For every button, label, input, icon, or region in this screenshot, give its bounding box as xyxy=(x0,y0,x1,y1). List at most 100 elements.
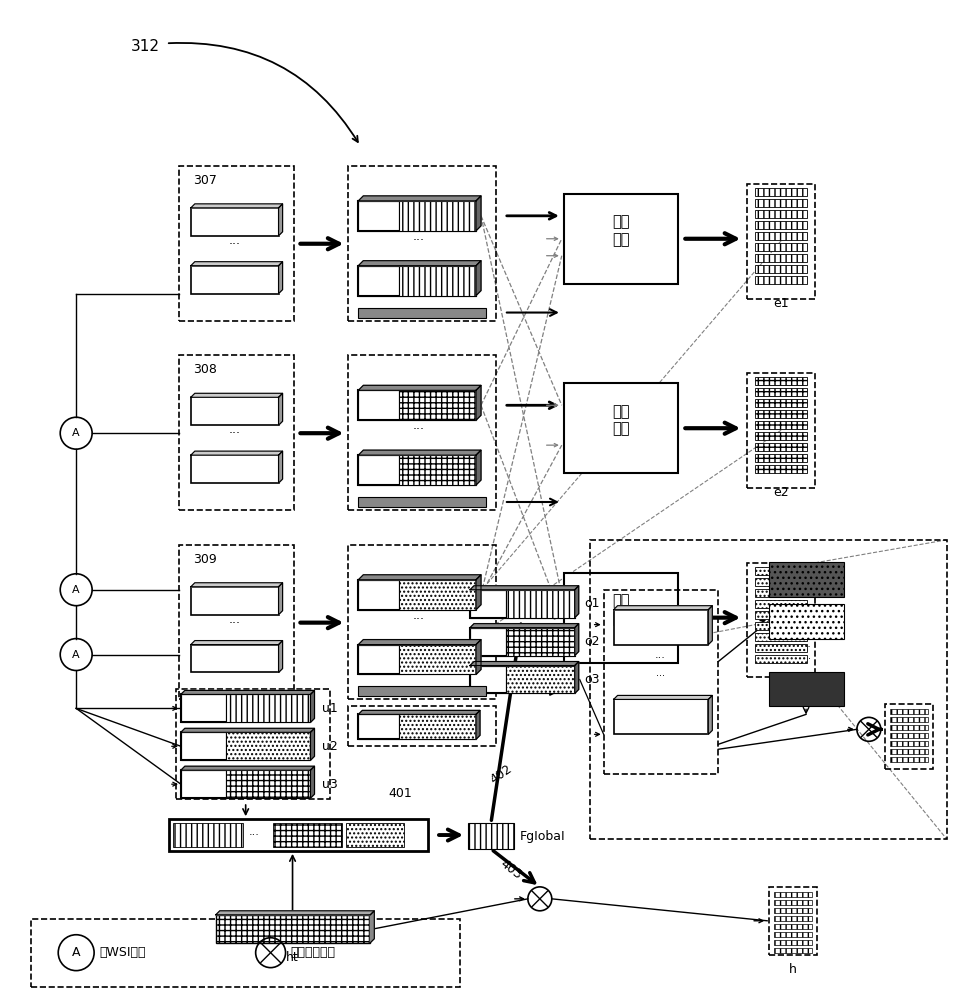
Bar xyxy=(470,628,506,656)
Polygon shape xyxy=(191,451,283,455)
Polygon shape xyxy=(310,690,314,722)
Bar xyxy=(358,714,476,739)
Text: e1: e1 xyxy=(773,297,789,310)
Bar xyxy=(191,266,279,294)
Bar xyxy=(885,704,933,769)
Polygon shape xyxy=(310,728,314,760)
Bar xyxy=(755,388,807,396)
Bar xyxy=(755,443,807,451)
Text: o1: o1 xyxy=(584,597,601,610)
Bar xyxy=(470,590,506,618)
Bar xyxy=(470,666,506,693)
Polygon shape xyxy=(310,766,314,798)
Bar xyxy=(747,373,815,488)
Bar xyxy=(890,725,927,730)
Bar xyxy=(358,645,476,674)
Text: ···: ··· xyxy=(801,643,811,653)
Bar xyxy=(358,455,399,485)
Bar xyxy=(181,694,226,722)
Polygon shape xyxy=(371,911,375,943)
Bar xyxy=(349,166,496,321)
Bar xyxy=(774,908,812,913)
Polygon shape xyxy=(470,624,579,628)
Text: ···: ··· xyxy=(412,423,424,436)
Polygon shape xyxy=(191,583,283,587)
Bar xyxy=(747,184,815,299)
Text: ：WSI聚合: ：WSI聚合 xyxy=(99,946,146,959)
Polygon shape xyxy=(216,911,375,915)
Bar xyxy=(226,732,310,760)
Bar xyxy=(755,232,807,240)
Bar xyxy=(191,645,279,672)
Bar xyxy=(181,694,310,722)
Bar xyxy=(349,545,496,699)
Text: 402: 402 xyxy=(488,762,514,786)
Text: ···: ··· xyxy=(412,234,424,247)
Bar xyxy=(470,628,575,656)
Bar xyxy=(563,573,678,663)
Bar xyxy=(358,686,486,696)
Bar xyxy=(755,644,807,652)
Polygon shape xyxy=(279,393,283,425)
Polygon shape xyxy=(279,451,283,483)
Bar xyxy=(399,714,476,739)
Text: o2: o2 xyxy=(584,635,601,648)
Text: ···: ··· xyxy=(229,427,240,440)
Text: u2: u2 xyxy=(323,740,338,753)
Polygon shape xyxy=(279,641,283,672)
Text: ···: ··· xyxy=(656,671,665,681)
Bar xyxy=(181,770,226,798)
Bar xyxy=(755,465,807,473)
Bar xyxy=(563,383,678,473)
Bar xyxy=(358,308,486,318)
Bar xyxy=(470,590,575,618)
Bar xyxy=(181,770,310,798)
Polygon shape xyxy=(614,606,713,610)
Polygon shape xyxy=(575,662,579,693)
Bar xyxy=(774,932,812,937)
Polygon shape xyxy=(181,728,314,732)
Bar xyxy=(358,580,476,610)
Text: A: A xyxy=(72,946,80,959)
Bar xyxy=(755,622,807,630)
Bar xyxy=(614,699,708,734)
Polygon shape xyxy=(181,690,314,694)
Bar xyxy=(226,694,310,722)
Bar xyxy=(755,243,807,251)
Bar xyxy=(755,600,807,608)
Polygon shape xyxy=(476,261,481,296)
Polygon shape xyxy=(358,450,481,455)
Bar xyxy=(468,823,513,849)
Bar xyxy=(399,390,476,420)
Polygon shape xyxy=(476,575,481,610)
Polygon shape xyxy=(575,586,579,618)
Bar xyxy=(755,589,807,597)
Text: ···: ··· xyxy=(229,617,240,630)
Bar xyxy=(349,706,496,746)
Bar xyxy=(191,455,279,483)
Bar xyxy=(273,823,342,847)
Bar xyxy=(774,948,812,953)
Bar xyxy=(755,276,807,284)
Bar xyxy=(774,892,812,897)
Text: 308: 308 xyxy=(193,363,217,376)
Bar xyxy=(181,732,226,760)
Text: 融合
模块: 融合 模块 xyxy=(612,593,629,626)
Bar xyxy=(358,645,399,674)
Text: 312: 312 xyxy=(131,39,160,54)
Bar xyxy=(216,915,371,943)
Text: ···: ··· xyxy=(802,655,810,665)
Text: 309: 309 xyxy=(193,553,217,566)
Bar xyxy=(399,645,476,674)
Bar xyxy=(755,399,807,407)
Bar xyxy=(755,265,807,273)
Polygon shape xyxy=(191,262,283,266)
Bar xyxy=(176,689,331,799)
Bar xyxy=(755,210,807,218)
Bar xyxy=(358,266,399,296)
Bar xyxy=(755,655,807,663)
Bar xyxy=(755,578,807,586)
Bar xyxy=(191,208,279,236)
Bar xyxy=(774,940,812,945)
Polygon shape xyxy=(476,196,481,231)
